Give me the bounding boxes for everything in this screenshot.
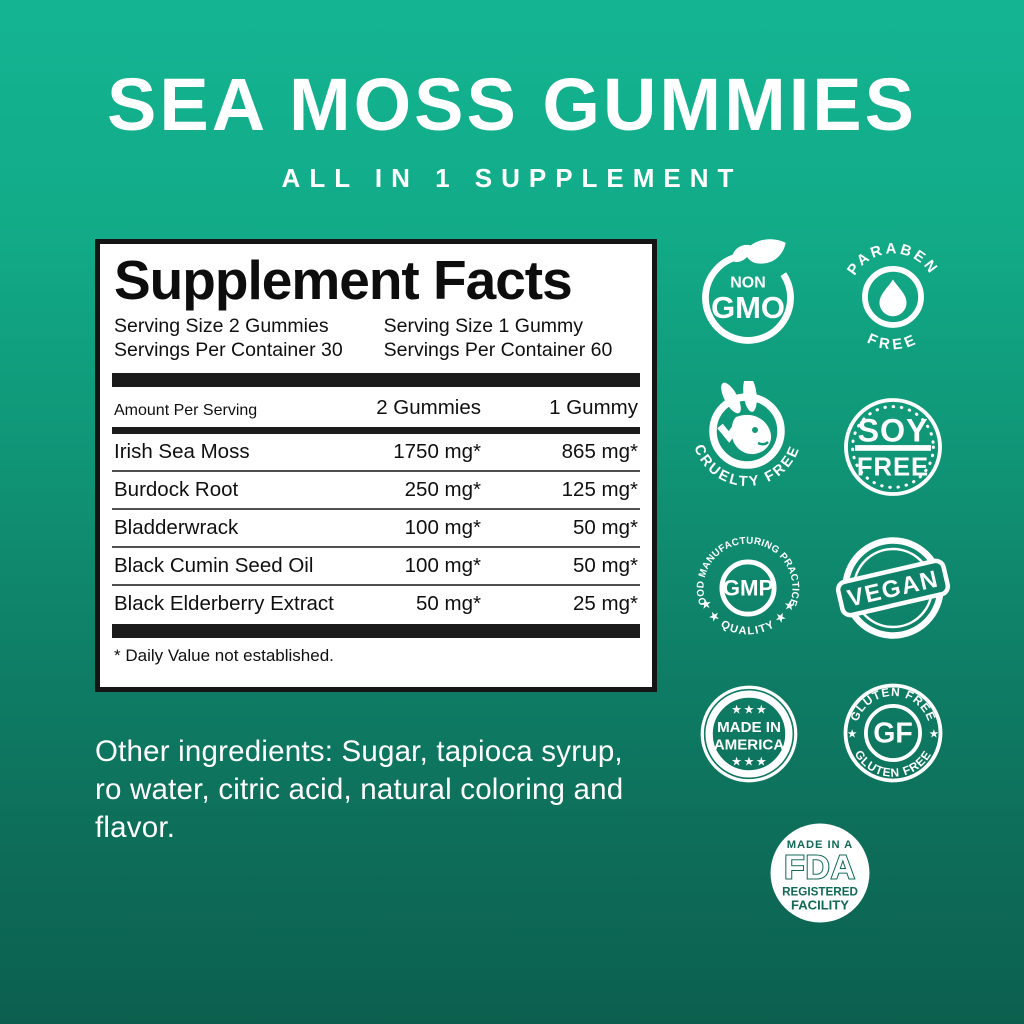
badge-label: GLUTEN FREE [852,747,934,779]
badge-label: FREE [865,330,918,353]
stars-row: ★ ★ ★ [732,756,767,768]
non-gmo-icon: NON GMO [702,239,794,344]
badge-label: REGISTERED [782,885,858,898]
divider-bar-thick [112,373,640,387]
svg-text:FREE: FREE [865,330,921,353]
leaf-icon [745,239,786,264]
serving-size-right: Serving Size 1 Gummy [383,315,584,337]
amount-1-gummy: 25 mg* [573,592,638,615]
gmp-icon: GMP GOOD MANUFACTURING PRACTICES ★ ★ QUA… [690,530,800,638]
page-subtitle: ALL IN 1 SUPPLEMENT [281,163,743,193]
badge-label: GMP [723,576,774,601]
badge-ring [844,398,942,496]
page-title: SEA MOSS GUMMIES [106,63,917,146]
paraben-free-icon: PARABEN FREE [844,240,942,353]
ingredient-table: Irish Sea Moss 1750 mg* 865 mg* Burdock … [112,434,640,622]
ingredient-name: Burdock Root [114,478,239,501]
ingredient-name: Irish Sea Moss [114,440,250,463]
column-2-gummies: 2 Gummies [376,396,481,419]
ingredient-name: Black Elderberry Extract [114,592,334,615]
divider-bar [855,445,931,451]
serving-info: Serving Size 2 Gummies Serving Size 1 Gu… [114,315,638,362]
divider-bar-thick [112,624,640,638]
amount-2-gummies: 250 mg* [404,478,481,501]
paraben-free-badge: PARABEN FREE [835,237,951,353]
badge-ring [843,683,943,783]
badge-label: GMO [711,290,785,325]
badge-label: GF [873,718,913,750]
servings-per-container-left: Servings Per Container 30 [114,338,343,361]
badge-ring [719,559,777,617]
ingredient-name: Bladderwrack [114,516,239,539]
badge-label: AMERICA [714,737,785,754]
divider-bar-medium [112,427,640,434]
badge-label: NON [730,274,765,291]
non-gmo-badge: NON GMO [690,237,806,353]
table-header: Amount Per Serving 2 Gummies 1 Gummy [112,387,640,427]
ingredient-name: Black Cumin Seed Oil [114,554,314,577]
badge-label: ★ ★ QUALITY ★ ★ [698,597,797,637]
amount-2-gummies: 100 mg* [404,516,481,539]
supplement-facts-panel: Supplement Facts Serving Size 2 Gummies … [95,239,657,692]
dotted-ring [851,405,935,489]
soy-free-icon: SOY FREE [844,398,942,496]
badge-label: SOY [857,412,928,448]
gluten-free-icon: GF GLUTEN FREE GLUTEN FREE ★ ★ [843,683,943,783]
fda-registered-badge: MADE IN A FDA REGISTERED FACILITY [764,817,876,929]
amount-1-gummy: 50 mg* [573,554,638,577]
amount-2-gummies: 100 mg* [404,554,481,577]
table-row: Bladderwrack 100 mg* 50 mg* [112,508,640,546]
daily-value-footnote: * Daily Value not established. [114,646,334,665]
badge-label: PARABEN [844,240,939,278]
table-row: Irish Sea Moss 1750 mg* 865 mg* [112,434,640,470]
supplement-facts-title: Supplement Facts [114,249,573,311]
badge-label: FDA [784,850,856,887]
star-icon: ★ [929,728,939,740]
column-amount-per-serving: Amount Per Serving [114,402,258,419]
badge-label: FREE [857,454,929,482]
star-icon: ★ [847,728,857,740]
other-ingredients-text: Other ingredients: Sugar, tapioca syrup,… [95,734,624,844]
vegan-icon: VEGAN [835,537,951,639]
thick-ring [705,690,793,778]
gmp-badge: GMP GOOD MANUFACTURING PRACTICES ★ ★ QUA… [690,530,806,646]
leaf-icon [731,244,752,263]
badge-label: MADE IN A [787,839,853,851]
amount-1-gummy: 50 mg* [573,516,638,539]
svg-text:PARABEN: PARABEN [844,240,942,278]
droplet-icon [879,279,907,317]
made-in-america-icon: ★ ★ ★ MADE IN AMERICA ★ ★ ★ [700,685,798,783]
soy-free-badge: SOY FREE [836,390,950,504]
badge-ring [700,685,798,783]
table-row: Black Elderberry Extract 50 mg* 25 mg* [112,584,640,622]
amount-1-gummy: 865 mg* [561,440,638,463]
table-row: Black Cumin Seed Oil 100 mg* 50 mg* [112,546,640,584]
stars-row: ★ ★ ★ [732,704,767,716]
table-row: Burdock Root 250 mg* 125 mg* [112,470,640,508]
column-1-gummy: 1 Gummy [549,396,638,419]
svg-text:GLUTEN FREE: GLUTEN FREE [852,747,934,779]
amount-2-gummies: 50 mg* [416,592,481,615]
badge-ring [862,266,924,328]
rabbit-icon [717,381,772,455]
badge-disc [770,823,870,923]
serving-size-left: Serving Size 2 Gummies [114,315,329,337]
svg-text:★ ★ QUALITY ★ ★: ★ ★ QUALITY ★ ★ [698,597,798,637]
inner-ring [864,704,922,762]
badge-ring [702,251,794,344]
badge-label: MADE IN [717,719,781,736]
fda-icon: MADE IN A FDA REGISTERED FACILITY [770,823,870,923]
amount-1-gummy: 125 mg* [561,478,638,501]
servings-per-container-right: Servings Per Container 60 [383,338,613,361]
badge-label: FACILITY [791,897,849,912]
cruelty-free-badge: CRUELTY FREE [684,381,810,509]
amount-2-gummies: 1750 mg* [393,440,481,463]
cruelty-free-icon: CRUELTY FREE [690,381,801,490]
vegan-badge: VEGAN [833,528,953,648]
gluten-free-badge: GF GLUTEN FREE GLUTEN FREE ★ ★ [836,676,950,790]
made-in-america-badge: ★ ★ ★ MADE IN AMERICA ★ ★ ★ [694,679,804,789]
